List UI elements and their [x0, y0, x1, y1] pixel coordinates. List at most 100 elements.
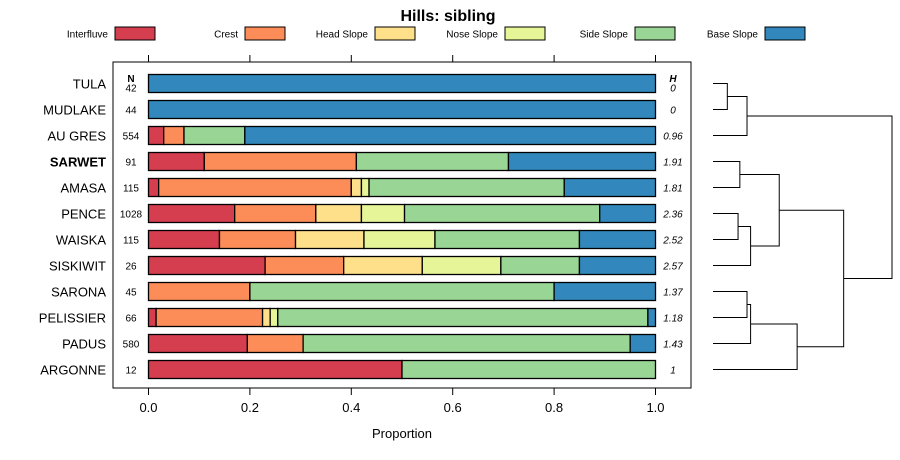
bar-segment-base-slope	[553, 281, 657, 302]
legend-swatch-interfluve	[114, 26, 156, 41]
row-label: AU GRES	[47, 129, 106, 144]
row-mudlake: MUDLAKE 44 0	[43, 99, 676, 120]
row-waiska: WAISKA 115 2.52	[56, 229, 683, 250]
row-n-value: 115	[123, 184, 139, 195]
row-pelissier: PELISSIER 66 1.18	[39, 307, 683, 328]
dendrogram-link	[747, 115, 893, 279]
x-tick-label: 1.0	[646, 400, 664, 415]
bar-segment-crest	[264, 255, 345, 276]
row-label: PENCE	[61, 207, 106, 222]
legend-swatch-base-slope	[764, 26, 806, 41]
row-tula: TULA 42 0	[73, 73, 676, 95]
dendrogram-link	[713, 226, 752, 266]
row-padus: PADUS 580 1.43	[62, 333, 683, 354]
bar-segment-crest	[203, 151, 358, 172]
row-label: PELISSIER	[39, 311, 106, 326]
x-axis-label: Proportion	[372, 426, 432, 441]
bar-segment-base-slope	[563, 177, 657, 198]
bar-segment-base-slope	[629, 333, 657, 354]
bar-segment-crest	[157, 177, 352, 198]
dendrogram-link	[713, 161, 741, 188]
row-sarwet: SARWET 91 1.91	[50, 151, 683, 172]
dendrogram-link	[713, 213, 739, 240]
bar-segment-nose-slope	[421, 255, 502, 276]
row-n-value: 12	[125, 366, 137, 377]
legend-swatch-head-slope	[374, 26, 416, 41]
bar-segment-side-slope	[249, 281, 555, 302]
legend-swatch-crest	[244, 26, 286, 41]
bar-segment-crest	[147, 281, 251, 302]
row-h-value: 1.18	[663, 314, 683, 325]
dendrogram-link	[779, 209, 845, 348]
bar-segment-interfluve	[147, 359, 403, 380]
row-h-value: 1	[670, 366, 676, 377]
bar-segment-side-slope	[355, 151, 510, 172]
row-h-value: 1.37	[663, 288, 683, 299]
x-axis: 0.0 0.2 0.4 0.6 0.8 1.0	[139, 55, 665, 415]
bar-segment-crest	[234, 203, 317, 224]
legend-label-side-slope: Side Slope	[580, 30, 629, 41]
row-label: TULA	[73, 77, 107, 92]
plot-frame	[112, 61, 692, 389]
legend-label-interfluve: Interfluve	[67, 30, 109, 41]
legend-swatch-side-slope	[634, 26, 676, 41]
row-sarona: SARONA 45 1.37	[51, 281, 683, 302]
bar-segment-base-slope	[578, 229, 657, 250]
h-column-header: H	[669, 74, 677, 85]
bar-segment-crest	[163, 125, 185, 146]
row-label: ARGONNE	[40, 363, 106, 378]
row-h-value: 0	[670, 84, 676, 95]
bar-segment-interfluve	[147, 229, 221, 250]
x-tick-label: 0.4	[342, 400, 360, 415]
dendrogram-link	[713, 291, 748, 318]
row-label: SISKIWIT	[49, 259, 106, 274]
row-n-value: 66	[125, 314, 137, 325]
bar-segment-side-slope	[434, 229, 581, 250]
bar-segment-interfluve	[147, 307, 157, 328]
row-n-value: 91	[125, 158, 137, 169]
bar-rows: TULA 42 0 MUDLAKE 44 0 AU GRES 554 0.96 SARWET 91 1…	[39, 73, 683, 380]
bar-segment-crest	[246, 333, 304, 354]
bar-segment-interfluve	[147, 333, 249, 354]
legend: Interfluve Crest Head Slope Nose Slope Side …	[67, 26, 806, 41]
bar-segment-base-slope	[147, 73, 657, 94]
dendrogram	[713, 83, 893, 370]
bar-segment-side-slope	[500, 255, 581, 276]
bar-segment-side-slope	[368, 177, 565, 198]
row-label: MUDLAKE	[43, 103, 106, 118]
row-argonne: ARGONNE 12 1	[40, 359, 676, 380]
bar-segment-base-slope	[578, 255, 657, 276]
legend-label-base-slope: Base Slope	[707, 30, 759, 41]
row-label: AMASA	[60, 181, 106, 196]
row-siskiwit: SISKIWIT 26 2.57	[49, 255, 683, 276]
bar-segment-interfluve	[147, 203, 236, 224]
dendrogram-link	[713, 96, 748, 136]
bar-segment-nose-slope	[363, 229, 436, 250]
row-h-value: 0	[670, 106, 676, 117]
bar-segment-head-slope	[315, 203, 363, 224]
legend-label-head-slope: Head Slope	[316, 30, 369, 41]
bar-segment-interfluve	[147, 255, 266, 276]
row-label: PADUS	[62, 337, 106, 352]
row-au-gres: AU GRES 554 0.96	[47, 125, 683, 146]
dendrogram-link	[713, 304, 752, 344]
bar-segment-interfluve	[147, 151, 205, 172]
row-h-value: 1.43	[663, 340, 683, 351]
bar-segment-side-slope	[277, 307, 649, 328]
bar-segment-interfluve	[147, 125, 165, 146]
dendrogram-link	[713, 323, 798, 370]
bar-segment-nose-slope	[269, 307, 279, 328]
row-n-value: 580	[123, 340, 140, 351]
row-h-value: 2.36	[662, 210, 683, 221]
row-pence: PENCE 1028 2.36	[61, 203, 683, 224]
row-h-value: 2.57	[662, 262, 683, 273]
row-n-value: 45	[125, 288, 137, 299]
legend-label-crest: Crest	[214, 30, 238, 41]
row-amasa: AMASA 115 1.81	[60, 177, 683, 198]
row-n-value: 115	[123, 236, 139, 247]
x-tick-label: 0.6	[444, 400, 462, 415]
x-tick-label: 0.8	[545, 400, 563, 415]
x-tick-label: 0.2	[241, 400, 259, 415]
bar-segment-crest	[218, 229, 297, 250]
row-label: SARWET	[50, 155, 106, 170]
